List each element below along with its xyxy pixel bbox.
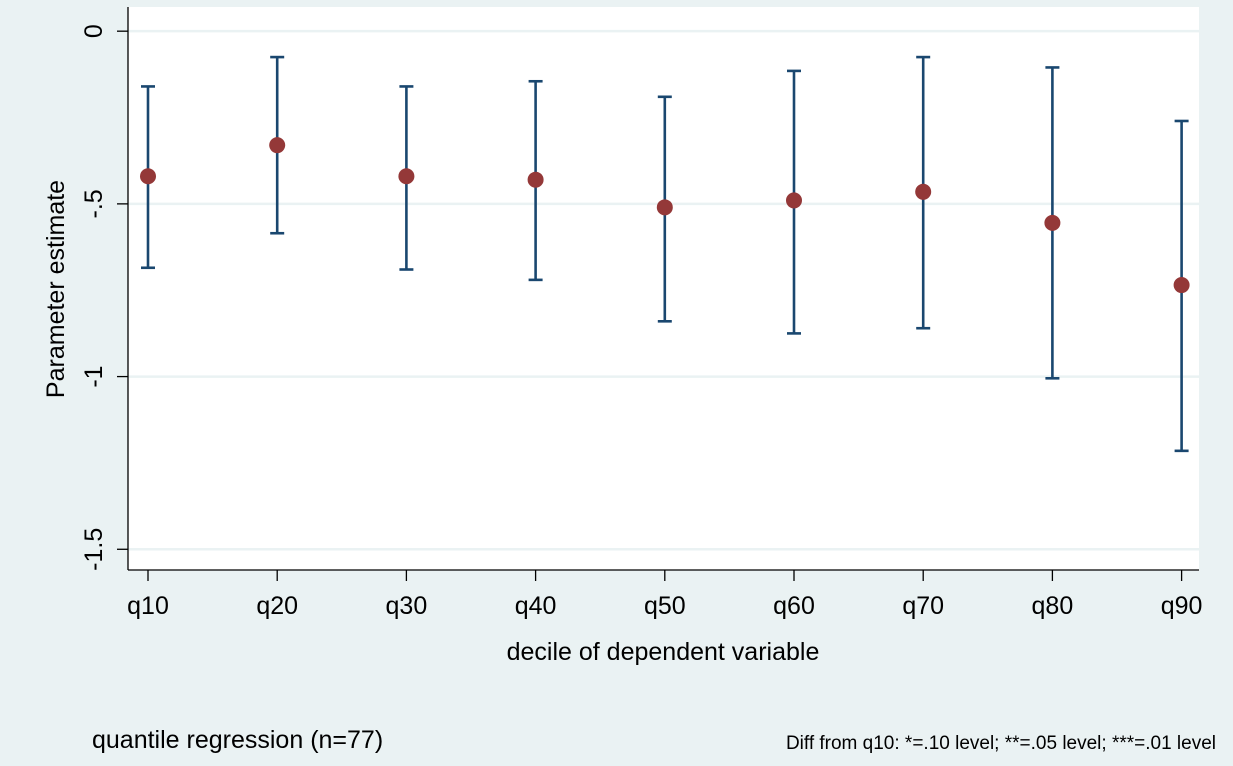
y-tick-label-2: -1	[80, 365, 108, 387]
point-q60	[786, 192, 802, 209]
note-right: Diff from q10: *=.10 level; **=.05 level…	[786, 733, 1216, 754]
x-tick-label-1: q20	[256, 592, 298, 620]
point-q30	[398, 168, 415, 185]
x-tick-label-8: q90	[1161, 592, 1203, 620]
point-q70	[915, 183, 932, 200]
x-axis-label: decile of dependent variable	[507, 638, 820, 666]
y-tick-label-0: 0	[80, 24, 108, 38]
x-tick-label-3: q40	[515, 592, 557, 620]
y-tick-label-3: -1.5	[80, 528, 108, 571]
point-q20	[269, 137, 286, 154]
point-q80	[1044, 214, 1061, 231]
axes	[127, 7, 1199, 571]
x-tick-label-7: q80	[1032, 592, 1074, 620]
point-q90	[1173, 277, 1190, 294]
point-q40	[527, 171, 544, 188]
y-tick-label-1: -.5	[80, 189, 108, 218]
x-tick-label-6: q70	[902, 592, 944, 620]
point-q10	[140, 168, 156, 185]
data-points	[140, 137, 1190, 294]
x-tick-label-4: q50	[644, 592, 686, 620]
x-tick-label-5: q60	[773, 592, 815, 620]
y-ticks: 0 -.5 -1 -1.5	[80, 24, 128, 571]
point-q50	[656, 199, 673, 216]
note-left: quantile regression (n=77)	[92, 726, 383, 754]
x-tick-label-0: q10	[127, 592, 169, 620]
y-axis-label: Parameter estimate	[42, 180, 70, 398]
x-tick-label-2: q30	[386, 592, 428, 620]
x-ticks: q10 q20 q30 q40 q50 q60 q70 q80 q90	[127, 570, 1202, 620]
